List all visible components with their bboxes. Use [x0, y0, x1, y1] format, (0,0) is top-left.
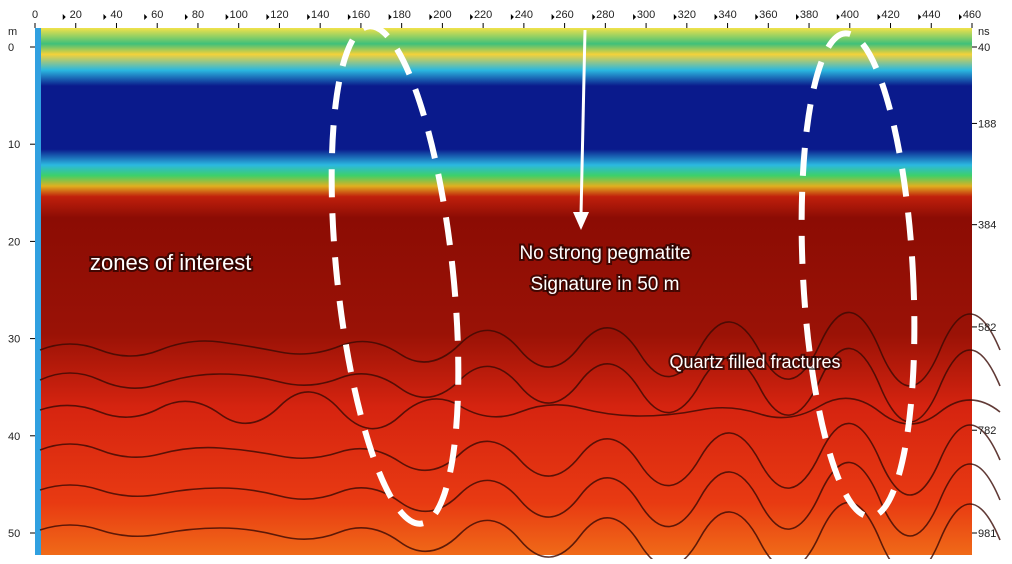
left-tick-label: 40 [8, 431, 20, 443]
tick-marker [959, 14, 962, 20]
top-tick-label: 300 [637, 9, 655, 21]
left-tick-label: 50 [8, 528, 20, 540]
right-tick-label: 188 [978, 118, 996, 130]
tick-marker [225, 14, 229, 20]
top-tick-label: 60 [151, 9, 163, 21]
annotation: No strong pegmatite [519, 243, 690, 264]
right-tick-label: 40 [978, 42, 990, 54]
top-tick-label: 360 [759, 9, 777, 21]
top-tick-label: 20 [70, 9, 82, 21]
top-tick-label: 200 [433, 9, 451, 21]
tick-marker [347, 14, 351, 20]
tick-marker [551, 14, 555, 20]
annotation: Quartz filled fractures [669, 352, 840, 372]
tick-marker [470, 14, 474, 20]
annotation: Signature in 50 m [531, 274, 680, 295]
tick-marker [755, 14, 759, 20]
left-tick-label: 10 [8, 139, 20, 151]
tick-marker [714, 14, 718, 20]
top-tick-label: 40 [110, 9, 122, 21]
top-tick-label: 440 [922, 9, 940, 21]
top-tick-label: 340 [718, 9, 736, 21]
top-tick-label: 280 [596, 9, 614, 21]
right-tick-label: 582 [978, 322, 996, 334]
top-tick-label: 100 [230, 9, 248, 21]
tick-marker [62, 14, 66, 20]
top-tick-label: 240 [515, 9, 533, 21]
tick-marker [510, 14, 514, 20]
tick-marker [144, 14, 148, 20]
zone-ellipse-left [328, 23, 462, 527]
tick-marker [307, 14, 311, 20]
top-tick-label: 420 [881, 9, 899, 21]
right-tick-label: 782 [978, 425, 996, 437]
tick-marker [918, 14, 922, 20]
arrow-head [573, 212, 589, 230]
top-tick-label: 400 [841, 9, 859, 21]
tick-marker [266, 14, 270, 20]
right-tick-label: 981 [978, 528, 996, 540]
right-unit: ns [978, 26, 990, 38]
left-tick-label: 30 [8, 334, 20, 346]
top-tick-label: 320 [678, 9, 696, 21]
top-tick-label: 180 [392, 9, 410, 21]
arrow-line [579, 29, 587, 216]
tick-marker [429, 14, 433, 20]
tick-marker [796, 14, 800, 20]
top-tick-label: 0 [32, 9, 38, 21]
tick-marker [103, 14, 107, 20]
tick-marker [877, 14, 881, 20]
tick-marker [388, 14, 392, 20]
top-tick-label: 160 [352, 9, 370, 21]
zone-ellipse-right [798, 30, 918, 520]
tick-marker [836, 14, 840, 20]
tick-marker [184, 14, 188, 20]
tick-marker [673, 14, 677, 20]
left-unit: m [8, 26, 17, 38]
top-tick-label: 460 [963, 9, 981, 21]
reflector-lines [39, 311, 1001, 564]
right-tick-label: 384 [978, 220, 996, 232]
left-tick-label: 20 [8, 236, 20, 248]
top-tick-label: 120 [270, 9, 288, 21]
edge-strip [35, 28, 41, 555]
tick-marker [592, 14, 596, 20]
top-tick-label: 140 [311, 9, 329, 21]
top-tick-label: 80 [192, 9, 204, 21]
annotation: zones of interest [90, 250, 251, 275]
top-tick-label: 260 [555, 9, 573, 21]
radar-image [35, 28, 972, 555]
tick-marker [633, 14, 637, 20]
top-tick-label: 220 [474, 9, 492, 21]
left-tick-label: 0 [8, 42, 14, 54]
top-tick-label: 380 [800, 9, 818, 21]
